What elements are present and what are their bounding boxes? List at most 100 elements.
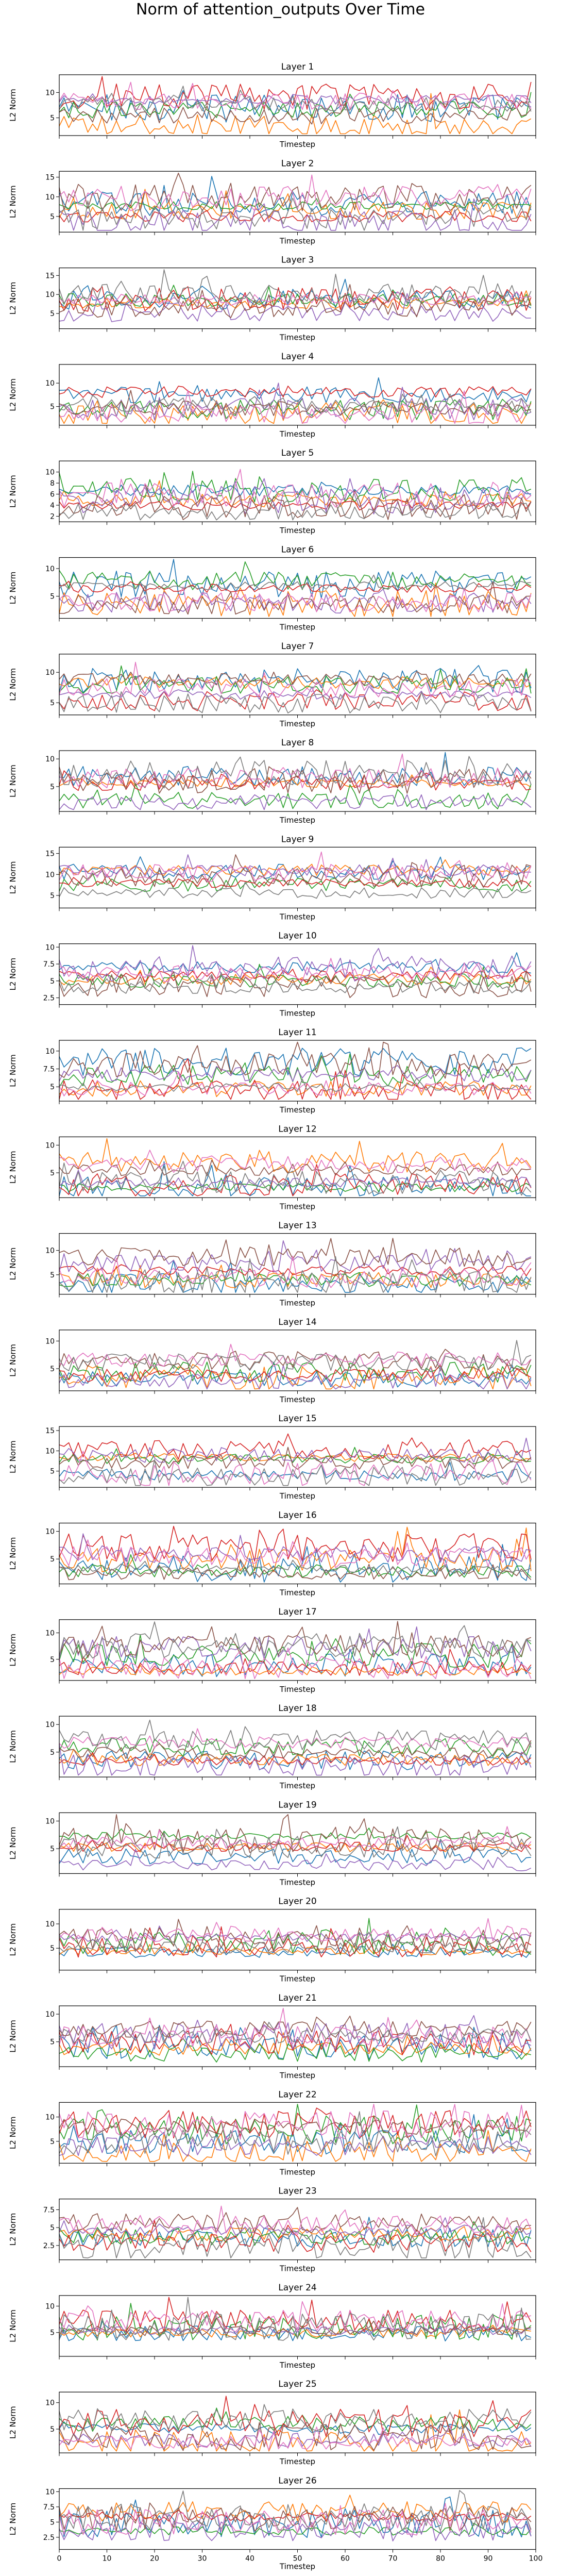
panel-layer-21: Layer 21 5 10 Timestep L2 Norm	[8, 1993, 536, 2080]
x-tick-label: 70	[388, 2555, 398, 2563]
y-tick-label: 10	[45, 1447, 55, 1455]
y-tick-label: 5	[50, 1468, 55, 1476]
series-line	[59, 2221, 532, 2246]
series-line	[59, 1919, 532, 1952]
series-line	[59, 1918, 532, 1942]
panel-layer-2: Layer 2 5 10 15 Timestep L2 Norm	[8, 158, 536, 245]
series-line	[59, 580, 532, 593]
x-tick-label: 40	[245, 2555, 254, 2563]
panel-layer-15: Layer 15 5 10 15 Timestep L2 Norm	[8, 1414, 536, 1501]
panel-layer-17: Layer 17 5 10 Timestep L2 Norm	[8, 1607, 536, 1694]
series-line	[59, 972, 532, 994]
panel-title: Layer 24	[278, 2283, 316, 2293]
series-line	[59, 2496, 532, 2538]
series-line	[59, 691, 532, 713]
panel-layer-22: Layer 22 5 10 Timestep L2 Norm	[8, 2089, 536, 2176]
series-line	[59, 2114, 531, 2155]
panel-layer-8: Layer 8 5 10 Timestep L2 Norm	[8, 738, 536, 825]
y-tick-label: 10	[45, 2010, 55, 2019]
x-axis-label: Timestep	[279, 2457, 315, 2466]
panel-title: Layer 22	[278, 2089, 316, 2100]
x-tick-label: 90	[484, 2555, 493, 2563]
series-line	[59, 1078, 531, 1092]
y-tick-label: 5	[50, 1555, 55, 1564]
y-tick-label: 10	[45, 379, 55, 388]
y-tick-label: 10	[45, 2488, 55, 2496]
series-line	[59, 1447, 531, 1465]
series-line	[59, 1363, 532, 1383]
x-axis-label: Timestep	[279, 1395, 315, 1404]
series-line	[59, 2426, 532, 2451]
y-axis-label: L2 Norm	[8, 378, 18, 411]
y-tick-label: 10	[45, 1920, 55, 1929]
y-axis-label: L2 Norm	[8, 186, 18, 219]
y-tick-label: 10	[45, 755, 55, 763]
series-line	[59, 774, 532, 788]
series-line	[59, 1544, 532, 1583]
series-line	[59, 1457, 532, 1486]
panel-title: Layer 16	[278, 1510, 316, 1521]
panel-layer-19: Layer 19 5 10 Timestep L2 Norm	[8, 1800, 536, 1887]
y-tick-label: 5	[50, 2425, 55, 2434]
series-line	[59, 2409, 532, 2452]
series-line	[59, 958, 532, 982]
y-tick-label: 5	[50, 2038, 55, 2047]
series-line	[59, 2130, 532, 2162]
y-tick-label: 5	[50, 1656, 55, 1664]
x-axis-label: Timestep	[279, 1685, 315, 1694]
y-tick-label: 6	[50, 491, 55, 499]
y-tick-label: 5	[50, 1365, 55, 1373]
y-axis-label: L2 Norm	[8, 2406, 18, 2439]
panel-title: Layer 18	[278, 1703, 316, 1714]
series-line	[59, 1943, 531, 1956]
x-tick-label: 80	[436, 2555, 445, 2563]
y-tick-label: 15	[45, 174, 55, 182]
series-line	[59, 1065, 532, 1082]
series-line	[59, 559, 532, 599]
series-line	[59, 1160, 532, 1196]
y-axis-label: L2 Norm	[8, 2020, 18, 2053]
panel-title: Layer 5	[281, 448, 314, 458]
series-line	[59, 2421, 531, 2451]
series-line	[59, 1752, 532, 1766]
series-line	[59, 1719, 532, 1751]
series-line	[59, 1164, 532, 1196]
series-line	[59, 2104, 532, 2145]
x-axis-label: Timestep	[279, 140, 315, 149]
x-tick-label: 10	[103, 2555, 112, 2563]
y-tick-label: 2.5	[43, 2534, 55, 2542]
series-line	[59, 1665, 532, 1676]
panel-title: Layer 21	[278, 1993, 316, 2003]
series-line	[59, 2407, 532, 2433]
panel-layer-3: Layer 3 5 10 15 Timestep L2 Norm	[8, 255, 536, 342]
series-line	[59, 1649, 532, 1676]
y-axis-label: L2 Norm	[8, 1537, 18, 1570]
series-line	[59, 1849, 532, 1871]
series-line	[59, 1255, 532, 1288]
series-line	[59, 1559, 532, 1574]
series-line	[59, 2490, 532, 2532]
panel-title: Layer 14	[278, 1317, 316, 1327]
series-line	[59, 1256, 532, 1293]
series-line	[59, 197, 532, 231]
y-tick-label: 5	[50, 699, 55, 707]
series-line	[59, 1626, 532, 1660]
series-line	[59, 1150, 532, 1173]
y-tick-label: 10	[45, 469, 55, 477]
series-line	[59, 671, 532, 686]
x-axis-label: Timestep	[279, 816, 315, 825]
y-axis-label: L2 Norm	[8, 1344, 18, 1377]
x-tick-label: 60	[341, 2555, 350, 2563]
series-line	[59, 398, 532, 420]
axes-frame	[59, 1716, 536, 1777]
series-line	[59, 500, 532, 521]
series-line	[59, 1737, 532, 1757]
panel-title: Layer 11	[278, 1027, 316, 1038]
panel-title: Layer 9	[281, 834, 314, 844]
y-tick-label: 5	[50, 783, 55, 791]
series-line	[59, 1728, 532, 1749]
series-line	[59, 198, 532, 231]
panel-layer-10: Layer 10 2.5 5 7.5 10 Timestep L2 Norm	[8, 931, 536, 1018]
panel-layer-24: Layer 24 5 10 Timestep L2 Norm	[8, 2283, 536, 2370]
series-line	[59, 874, 532, 888]
